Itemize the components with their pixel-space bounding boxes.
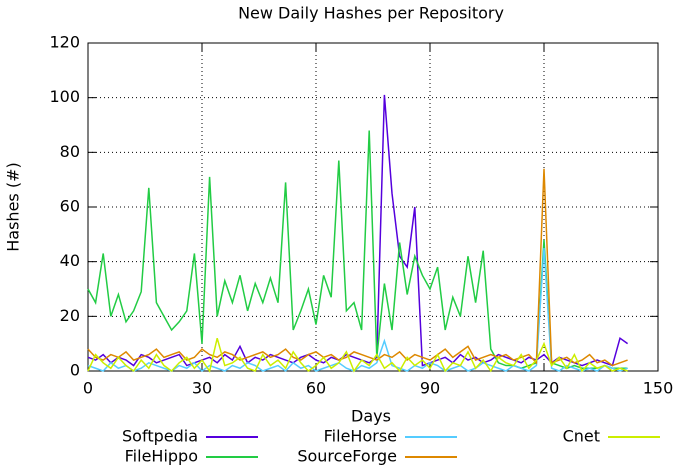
x-tick-label: 0: [83, 379, 93, 398]
x-tick-label: 150: [643, 379, 674, 398]
series-line: [87, 94, 629, 367]
legend-label: FileHippo: [125, 447, 198, 466]
y-tick-label: 0: [70, 361, 80, 380]
y-tick-label: 100: [49, 87, 80, 106]
y-tick-label: 120: [49, 33, 80, 52]
legend-label: Softpedia: [122, 427, 198, 446]
legend-label: FileHorse: [324, 427, 397, 446]
y-tick-label: 60: [60, 197, 80, 216]
legend-label: Cnet: [563, 427, 600, 446]
chart-title: New Daily Hashes per Repository: [238, 4, 504, 23]
plot-frame: [87, 42, 659, 372]
y-axis-label: Hashes (#): [4, 162, 23, 251]
x-tick-label: 120: [529, 379, 560, 398]
y-tick-label: 80: [60, 142, 80, 161]
y-tick-label: 20: [60, 306, 80, 325]
x-tick-label: 60: [306, 379, 326, 398]
series-line: [87, 168, 628, 367]
x-axis-label: Days: [351, 407, 391, 426]
legend-label: SourceForge: [297, 447, 397, 466]
y-tick-label: 40: [60, 251, 80, 270]
series-line: [87, 337, 628, 373]
x-tick-label: 30: [192, 379, 212, 398]
x-tick-label: 90: [420, 379, 440, 398]
